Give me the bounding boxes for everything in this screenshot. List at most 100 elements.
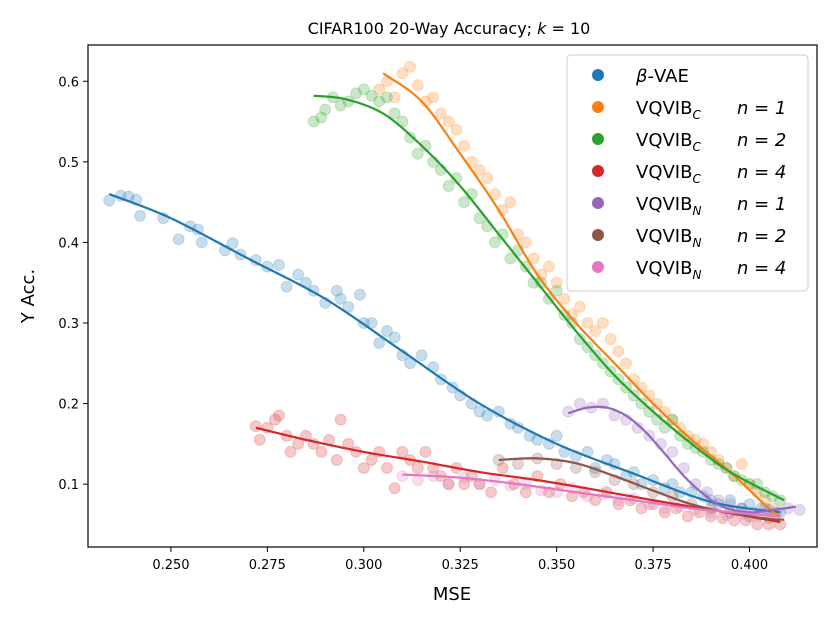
data-point	[292, 268, 305, 281]
data-point	[542, 260, 555, 273]
data-point	[404, 131, 417, 144]
data-point	[365, 453, 378, 466]
data-point	[658, 506, 671, 519]
data-point	[388, 482, 401, 495]
data-point	[315, 111, 328, 124]
data-point	[172, 233, 185, 246]
data-point	[272, 409, 285, 422]
trend-line-3	[255, 426, 781, 524]
series-points-3	[249, 409, 787, 531]
data-point	[604, 333, 617, 346]
legend-label: VQVIBC n = 4	[636, 162, 786, 186]
data-point	[458, 139, 471, 152]
data-point	[681, 510, 694, 523]
legend-marker	[592, 101, 604, 113]
data-point	[388, 331, 401, 344]
data-point	[488, 236, 501, 249]
data-point	[550, 429, 563, 442]
legend-label: VQVIBN n = 2	[636, 226, 786, 250]
data-point	[419, 445, 432, 458]
x-tick-label: 0.400	[731, 558, 768, 573]
legend: β-VAE VQVIBC n = 1 VQVIBC n = 2 VQVIBC n = 4 VQ…	[566, 54, 809, 292]
data-point	[373, 95, 386, 108]
legend-label: VQVIBC n = 2	[636, 130, 786, 154]
data-point	[334, 292, 347, 305]
data-point	[473, 405, 486, 418]
x-tick-label: 0.275	[249, 558, 286, 573]
data-point	[581, 316, 594, 329]
data-point	[280, 280, 293, 293]
data-point	[380, 91, 393, 104]
data-point	[735, 458, 748, 471]
data-point	[442, 478, 455, 491]
data-point	[504, 196, 517, 209]
data-point	[315, 445, 328, 458]
data-point	[612, 345, 625, 358]
plot-frame	[87, 44, 818, 548]
data-point	[450, 171, 463, 184]
x-tick-label: 0.375	[634, 558, 671, 573]
data-point	[596, 316, 609, 329]
data-point	[272, 258, 285, 271]
data-point	[519, 486, 532, 499]
data-point	[396, 470, 409, 483]
legend-marker	[592, 229, 604, 241]
legend-marker	[592, 69, 604, 81]
data-point	[249, 420, 262, 433]
data-point	[573, 333, 586, 346]
data-point	[442, 180, 455, 193]
data-point	[550, 284, 563, 297]
data-point	[612, 494, 625, 507]
trend-line-2	[313, 94, 785, 502]
data-point	[450, 123, 463, 136]
data-point	[415, 349, 428, 362]
x-tick-label: 0.300	[345, 558, 382, 573]
data-point	[373, 337, 386, 350]
trend-line-4	[567, 405, 796, 514]
y-tick-label: 0.1	[58, 478, 79, 493]
data-point	[581, 341, 594, 354]
data-point	[388, 107, 401, 120]
legend-marker	[592, 197, 604, 209]
data-point	[631, 421, 644, 434]
x-axis-title: MSE	[433, 584, 471, 605]
data-point	[419, 139, 432, 152]
data-point	[485, 486, 498, 499]
x-tick-label: 0.350	[538, 558, 575, 573]
data-point	[793, 503, 806, 516]
data-point	[589, 325, 602, 338]
data-point	[357, 462, 370, 475]
data-point	[650, 397, 663, 410]
legend-marker	[592, 133, 604, 145]
data-point	[319, 103, 332, 116]
data-point	[334, 99, 347, 112]
data-point	[677, 462, 690, 475]
data-point	[442, 115, 455, 128]
data-point	[388, 91, 401, 104]
data-point	[689, 478, 702, 491]
data-point	[380, 462, 393, 475]
data-point	[620, 357, 633, 370]
data-point	[434, 107, 447, 120]
chart-title: CIFAR100 20-Way Accuracy; k = 10	[308, 19, 591, 38]
data-point	[411, 79, 424, 92]
axes-ticks: 0.250 0.275 0.300 0.325 0.350 0.375 0.400 0.1 0.…	[58, 75, 768, 573]
trend-line-5	[498, 457, 785, 521]
data-point	[512, 458, 525, 471]
data-point	[566, 308, 579, 321]
data-point	[519, 236, 532, 249]
data-point	[380, 325, 393, 338]
legend-marker	[592, 165, 604, 177]
data-point	[658, 405, 671, 418]
x-tick-label: 0.250	[152, 558, 189, 573]
data-point	[666, 413, 679, 426]
data-point	[481, 409, 494, 422]
data-point	[134, 209, 147, 222]
data-point	[253, 433, 266, 446]
data-point	[396, 67, 409, 80]
legend-label: VQVIBC n = 1	[636, 98, 786, 122]
legend-label: VQVIBN n = 4	[636, 258, 786, 282]
data-point	[411, 462, 424, 475]
data-point	[334, 413, 347, 426]
